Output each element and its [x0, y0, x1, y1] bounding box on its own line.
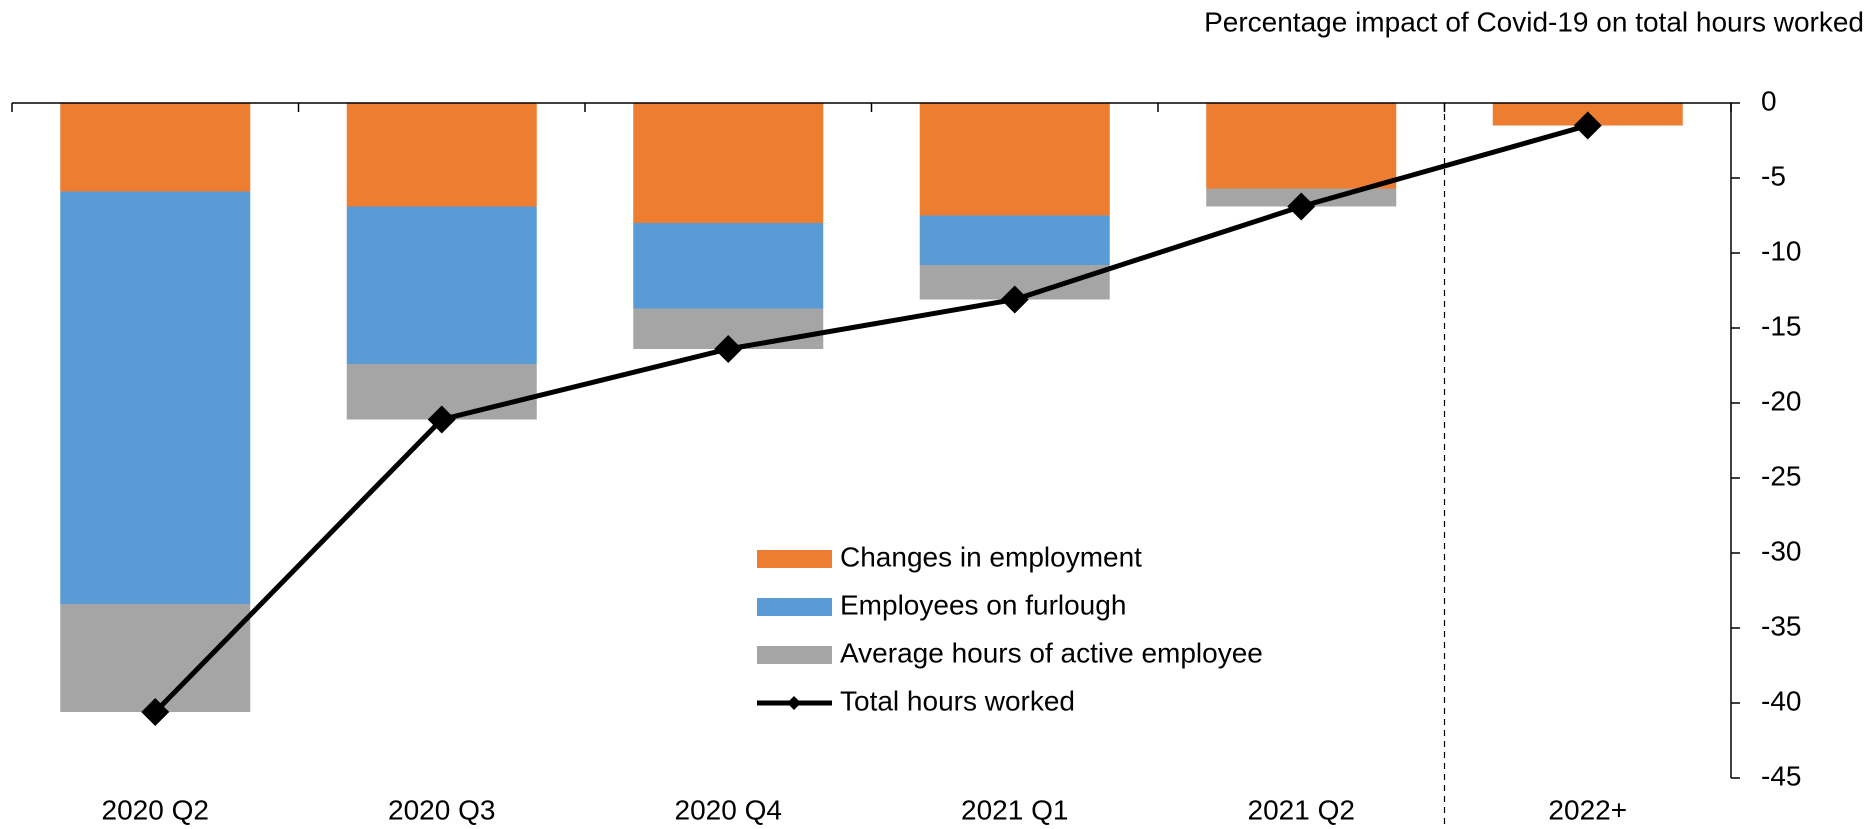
legend-label: Total hours worked	[840, 685, 1075, 716]
x-tick-label: 2020 Q2	[102, 794, 209, 825]
legend-label: Changes in employment	[840, 541, 1142, 572]
chart-title: Percentage impact of Covid-19 on total h…	[1204, 6, 1864, 37]
bar-segment	[346, 206, 537, 364]
bar-segment	[919, 103, 1110, 216]
y-tick-label: -30	[1761, 535, 1801, 566]
marker	[714, 335, 743, 363]
bar-segment	[919, 215, 1110, 265]
y-tick-label: -10	[1761, 235, 1801, 266]
y-tick-label: -25	[1761, 460, 1801, 491]
bar-segment	[60, 604, 251, 712]
bar-segment	[633, 223, 824, 309]
y-tick-label: -5	[1761, 160, 1786, 191]
line	[153, 123, 1589, 714]
marker	[427, 405, 456, 434]
y-tick-label: -40	[1761, 685, 1801, 716]
marker	[1573, 111, 1602, 140]
x-tick-label: 2021 Q2	[1248, 794, 1355, 825]
y-tick-label: -35	[1761, 610, 1801, 641]
legend-swatch	[757, 550, 832, 568]
bar-segment	[346, 103, 537, 207]
x-tick-label: 2022+	[1548, 794, 1627, 825]
legend-marker	[787, 696, 801, 710]
bar-segment	[633, 103, 824, 223]
y-tick-label: -15	[1761, 310, 1801, 341]
x-tick-label: 2020 Q3	[388, 794, 495, 825]
y-tick-label: -45	[1761, 760, 1801, 791]
y-tick-label: 0	[1761, 85, 1777, 116]
marker	[141, 698, 170, 726]
marker	[1287, 192, 1316, 221]
legend-label: Average hours of active employee	[840, 637, 1263, 668]
marker	[1000, 285, 1029, 314]
bar-segment	[1206, 103, 1397, 189]
x-tick-label: 2021 Q1	[961, 794, 1068, 825]
bar-segment	[60, 103, 251, 192]
legend-label: Employees on furlough	[840, 589, 1126, 620]
x-tick-label: 2020 Q4	[675, 794, 782, 825]
bar-segment	[60, 191, 251, 604]
legend-swatch	[757, 646, 832, 664]
legend-swatch	[757, 598, 832, 616]
y-tick-label: -20	[1761, 385, 1801, 416]
